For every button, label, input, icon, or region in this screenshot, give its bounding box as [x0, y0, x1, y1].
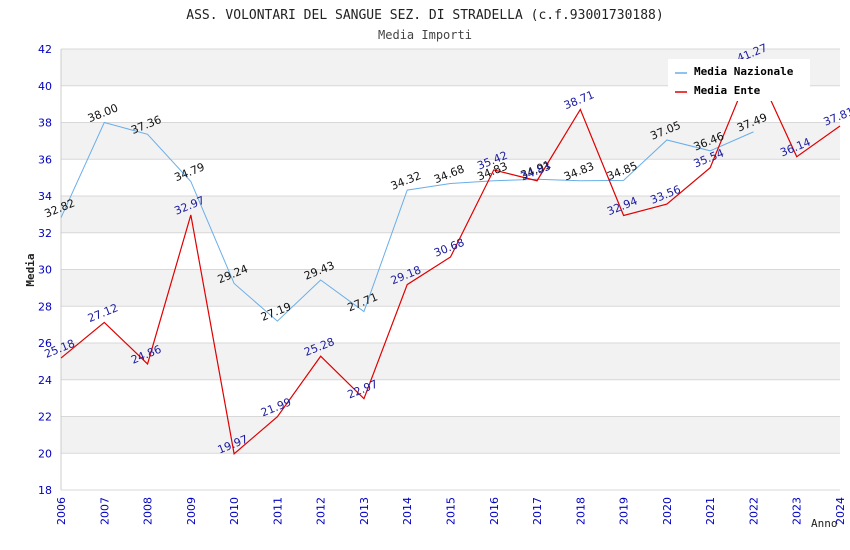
series-line-media-ente [60, 60, 841, 455]
x-tick-label: 2011 [271, 497, 284, 525]
x-tick-label: 2007 [98, 497, 111, 525]
y-tick-label: 24 [38, 374, 52, 387]
y-tick-label: 30 [38, 264, 52, 277]
x-axis-ticks: 2006 2007 2008 2009 2010 2011 2012 2013 2014 2015… [55, 497, 847, 525]
legend-box [668, 59, 810, 101]
y-tick-label: 22 [38, 411, 52, 424]
plot-band [61, 416, 840, 454]
chart-subtitle: Media Importi [378, 28, 472, 42]
plot-background [61, 49, 840, 490]
plot-band [61, 159, 840, 196]
plot-band [61, 232, 840, 270]
y-tick-label: 26 [38, 337, 52, 350]
gridlines [60, 48, 840, 491]
y-axis-label: Media [24, 253, 37, 286]
x-tick-label: 2012 [315, 497, 328, 525]
x-tick-label: 2019 [618, 497, 631, 525]
plot-band [61, 343, 840, 380]
plot-band [61, 453, 840, 490]
x-tick-label: 2016 [488, 497, 501, 525]
y-tick-label: 40 [38, 80, 52, 93]
y-tick-label: 38 [38, 117, 52, 130]
plot-band [61, 269, 840, 307]
x-tick-label: 2008 [142, 497, 155, 525]
x-axis-label: Anno [811, 517, 838, 530]
legend: Media Nazionale Media Ente [668, 59, 810, 101]
x-tick-label: 2010 [228, 497, 241, 525]
plot-band [61, 306, 840, 343]
y-axis-ticks: 18 20 22 24 26 28 30 32 34 36 38 40 42 [38, 43, 52, 497]
x-tick-label: 2015 [445, 497, 458, 525]
x-tick-label: 2009 [185, 497, 198, 525]
plot-band [61, 196, 840, 233]
y-tick-label: 18 [38, 484, 52, 497]
plot-band [61, 379, 840, 417]
y-tick-label: 34 [38, 190, 52, 203]
y-tick-label: 42 [38, 43, 52, 56]
plot-band [61, 122, 840, 160]
chart-title: ASS. VOLONTARI DEL SANGUE SEZ. DI STRADE… [186, 8, 663, 23]
y-tick-label: 28 [38, 300, 52, 313]
x-tick-label: 2023 [791, 497, 804, 525]
x-tick-label: 2020 [661, 497, 674, 525]
x-tick-label: 2021 [704, 497, 717, 525]
y-tick-label: 36 [38, 153, 52, 166]
y-tick-label: 20 [38, 447, 52, 460]
series-lines [60, 60, 841, 455]
legend-label-ente: Media Ente [694, 84, 761, 97]
legend-label-nazionale: Media Nazionale [694, 65, 794, 78]
series-line-media-nazionale [60, 121, 754, 322]
x-tick-label: 2014 [401, 497, 414, 525]
x-tick-label: 2018 [574, 497, 587, 525]
x-tick-label: 2024 [834, 497, 847, 525]
x-tick-label: 2022 [747, 497, 760, 525]
x-tick-label: 2013 [358, 497, 371, 525]
x-tick-label: 2006 [55, 497, 68, 525]
y-tick-label: 32 [38, 227, 52, 240]
x-tick-label: 2017 [531, 497, 544, 525]
